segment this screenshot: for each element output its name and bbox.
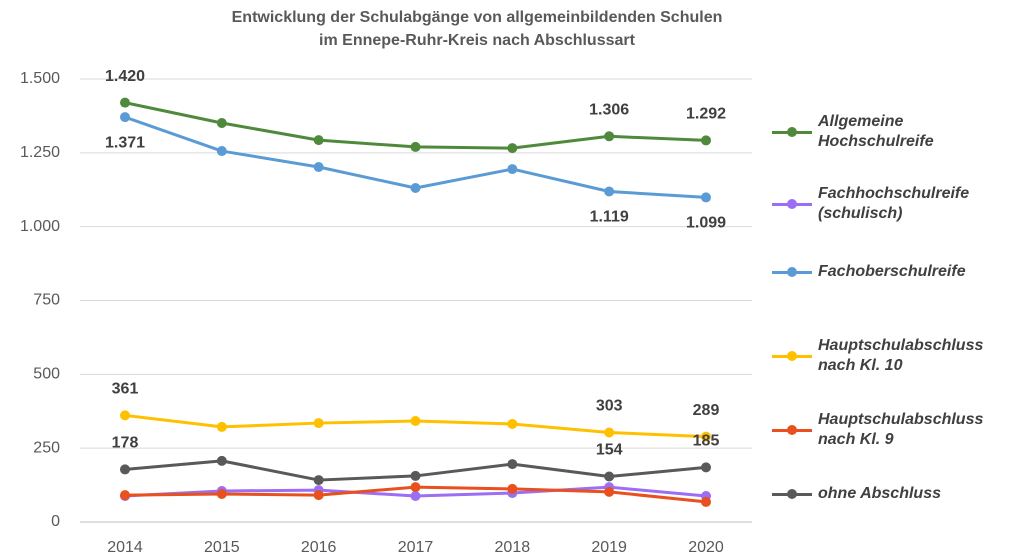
data-point [313, 162, 324, 173]
legend-swatch [772, 199, 812, 209]
legend-item: ohne Abschluss [772, 474, 1023, 514]
legend-label: Hauptschulabschluss nach Kl. 9 [818, 411, 984, 448]
legend-label: Hauptschulabschluss nach Kl. 10 [818, 337, 984, 374]
x-tick-label: 2020 [688, 539, 724, 556]
data-point [604, 186, 615, 197]
data-point [216, 488, 227, 499]
data-point [120, 410, 130, 421]
data-label: 178 [112, 435, 139, 452]
data-point [120, 97, 130, 108]
data-point [701, 135, 711, 146]
data-label: 1.420 [105, 68, 145, 85]
data-point [313, 475, 324, 486]
data-point [701, 496, 711, 507]
legend-item: Hauptschulabschluss nach Kl. 10 [772, 336, 1023, 376]
y-tick-label: 750 [33, 292, 60, 309]
data-point [604, 427, 615, 438]
data-point [313, 490, 324, 501]
data-label: 289 [693, 402, 720, 419]
data-point [216, 421, 227, 432]
data-point [120, 112, 130, 123]
data-label: 185 [693, 433, 720, 450]
y-tick-label: 1.000 [20, 218, 60, 235]
legend-item: Hauptschulabschluss nach Kl. 9 [772, 410, 1023, 450]
data-point [701, 462, 711, 473]
data-point [410, 491, 421, 502]
data-point [604, 486, 615, 497]
x-tick-label: 2014 [107, 539, 143, 556]
x-tick-label: 2016 [301, 539, 337, 556]
legend-swatch [772, 351, 812, 361]
data-point [701, 192, 711, 203]
y-tick-label: 1.250 [20, 144, 60, 161]
data-point [410, 482, 421, 493]
y-tick-label: 1.500 [20, 70, 60, 87]
data-point [410, 470, 421, 481]
data-point [120, 464, 130, 475]
legend-item: Fachoberschulreife [772, 252, 1023, 292]
data-label: 154 [596, 442, 623, 459]
legend-swatch [772, 267, 812, 277]
data-label: 303 [596, 398, 623, 415]
data-label: 1.119 [590, 209, 629, 226]
legend-label: Fachhochschulreife (schulisch) [818, 185, 970, 222]
legend-swatch [772, 489, 812, 499]
x-tick-label: 2018 [495, 539, 531, 556]
y-tick-label: 500 [33, 366, 60, 383]
legend-swatch [772, 127, 812, 137]
data-point [216, 118, 227, 129]
data-label: 1.371 [105, 134, 145, 151]
y-tick-label: 0 [51, 513, 60, 530]
data-label: 361 [112, 381, 139, 398]
x-tick-label: 2015 [204, 539, 240, 556]
data-point [507, 143, 518, 154]
data-point [313, 418, 324, 429]
data-point [410, 141, 421, 152]
data-point [120, 490, 130, 501]
data-point [604, 471, 615, 482]
data-point [313, 135, 324, 146]
data-point [410, 415, 421, 426]
data-point [507, 483, 518, 494]
chart-title: im Ennepe-Ruhr-Kreis nach Abschlussart [319, 32, 636, 49]
y-tick-label: 250 [33, 439, 60, 456]
legend-swatch [772, 425, 812, 435]
data-label: 1.306 [589, 102, 629, 119]
chart-title: Entwicklung der Schulabgänge von allgeme… [232, 9, 723, 26]
data-point [507, 164, 518, 175]
data-point [604, 131, 615, 142]
legend-item: Allgemeine Hochschulreife [772, 112, 1023, 152]
data-label: 1.292 [686, 106, 726, 123]
data-point [410, 182, 421, 193]
data-label: 1.099 [686, 215, 726, 232]
legend-label: Fachoberschulreife [818, 263, 966, 280]
x-tick-label: 2019 [591, 539, 627, 556]
legend-item: Fachhochschulreife (schulisch) [772, 184, 1023, 224]
data-point [216, 146, 227, 157]
data-point [216, 455, 227, 466]
x-tick-label: 2017 [398, 539, 434, 556]
data-point [701, 431, 711, 442]
legend-label: ohne Abschluss [818, 485, 941, 502]
data-point [507, 459, 518, 470]
data-point [507, 418, 518, 429]
legend-label: Allgemeine Hochschulreife [818, 113, 934, 150]
